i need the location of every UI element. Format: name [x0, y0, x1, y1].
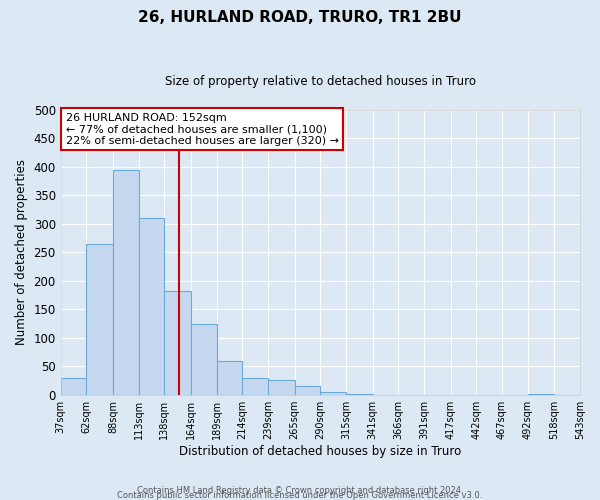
Bar [113, 170, 139, 394]
Bar [217, 360, 242, 394]
Bar [320, 392, 346, 394]
X-axis label: Distribution of detached houses by size in Truro: Distribution of detached houses by size … [179, 444, 461, 458]
Text: Contains public sector information licensed under the Open Government Licence v3: Contains public sector information licen… [118, 491, 482, 500]
Bar [268, 380, 295, 394]
Bar [86, 244, 113, 394]
Text: 26 HURLAND ROAD: 152sqm
← 77% of detached houses are smaller (1,100)
22% of semi: 26 HURLAND ROAD: 152sqm ← 77% of detache… [66, 113, 339, 146]
Text: 26, HURLAND ROAD, TRURO, TR1 2BU: 26, HURLAND ROAD, TRURO, TR1 2BU [138, 10, 462, 25]
Y-axis label: Number of detached properties: Number of detached properties [15, 160, 28, 346]
Text: Contains HM Land Registry data © Crown copyright and database right 2024.: Contains HM Land Registry data © Crown c… [137, 486, 463, 495]
Bar [295, 386, 320, 394]
Bar [61, 378, 86, 394]
Bar [191, 324, 217, 394]
Bar [139, 218, 164, 394]
Bar [164, 290, 191, 395]
Bar [242, 378, 268, 394]
Title: Size of property relative to detached houses in Truro: Size of property relative to detached ho… [165, 75, 476, 88]
